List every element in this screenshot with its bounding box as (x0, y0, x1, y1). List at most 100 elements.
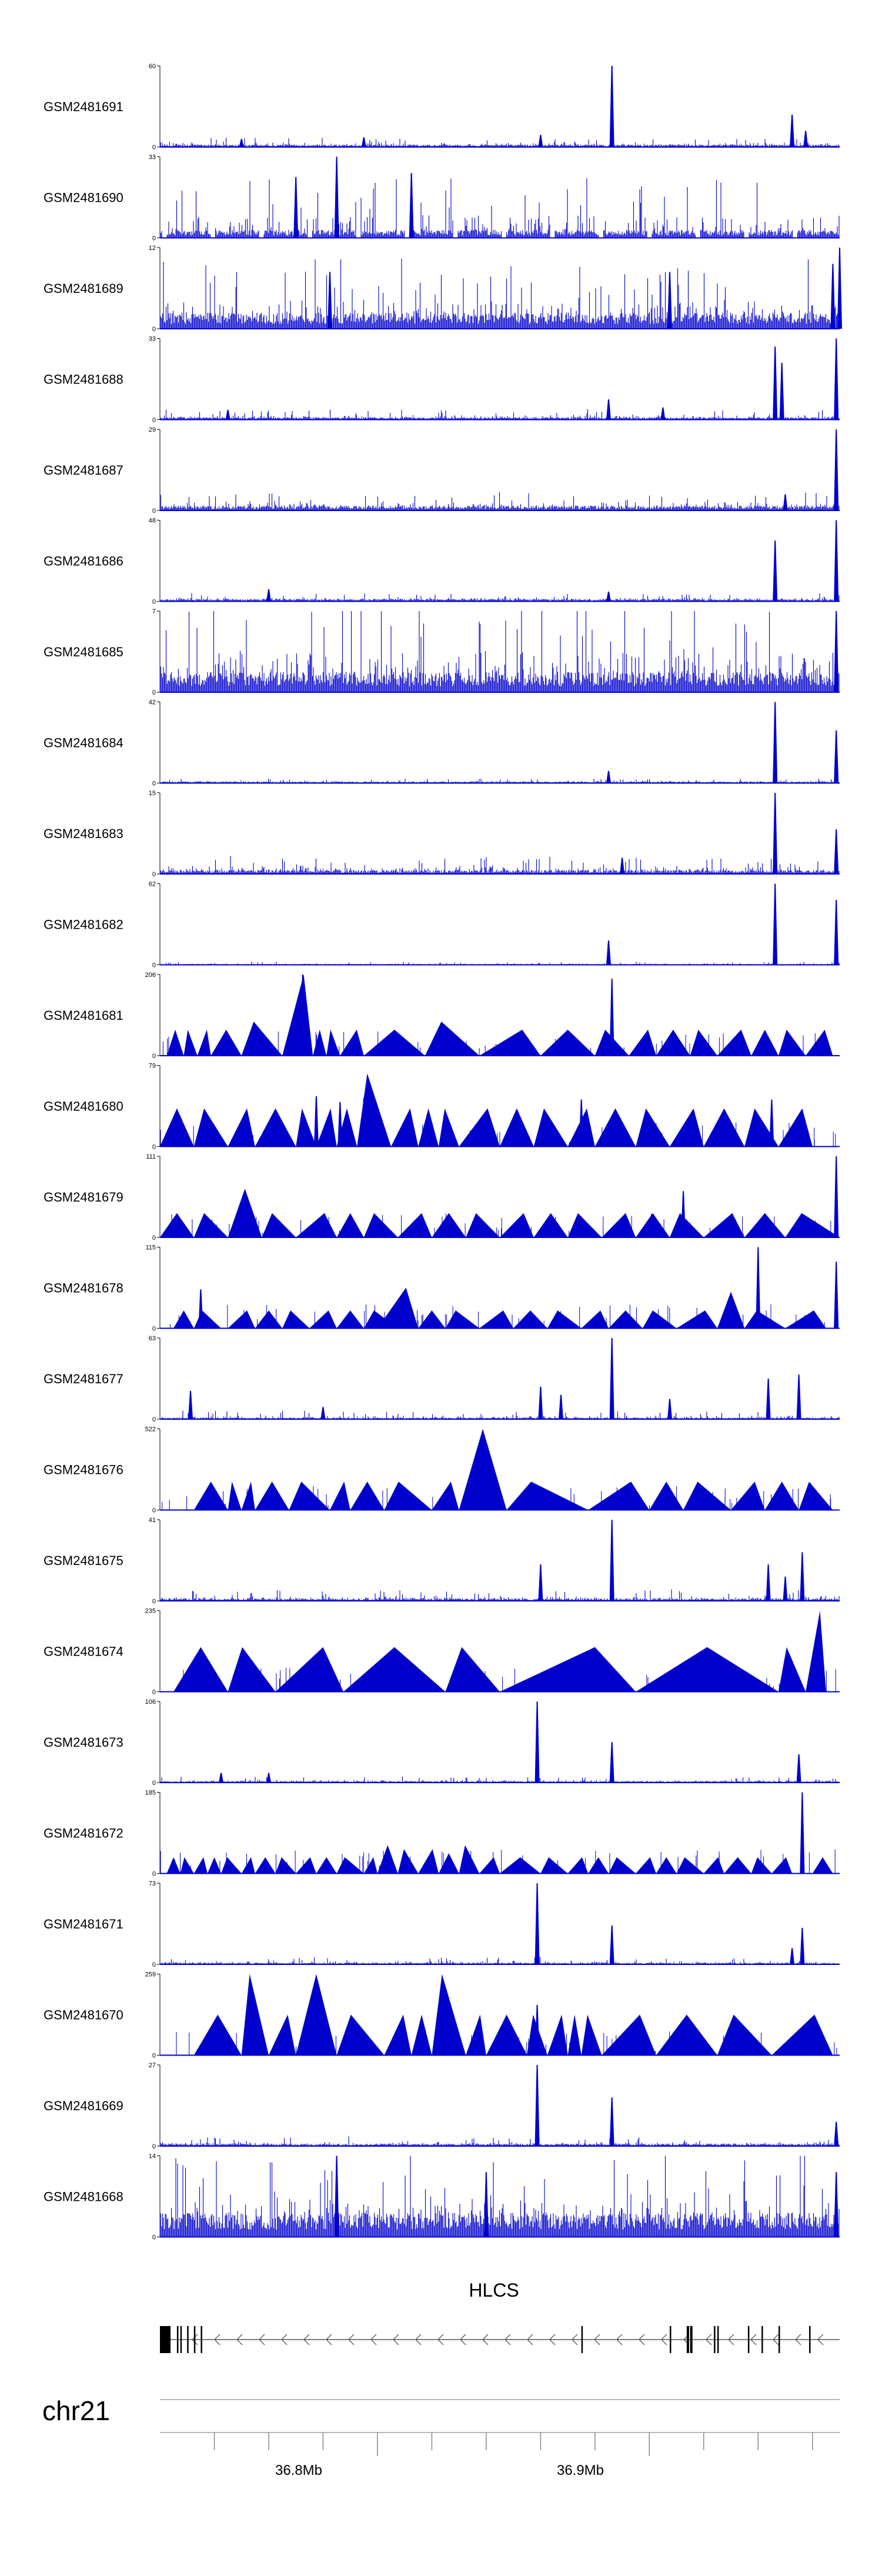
track-gsm2481688: GSM2481688 33 0 (44, 336, 840, 424)
sample-label: GSM2481689 (44, 281, 123, 296)
track-gsm2481685: GSM2481685 7 0 (44, 608, 840, 696)
coverage-peak (606, 591, 611, 602)
sample-label: GSM2481682 (44, 917, 123, 932)
track-gsm2481671: GSM2481671 73 0 (44, 1880, 840, 1968)
coverage-triangle (724, 1857, 751, 1874)
exon-block (670, 2326, 671, 2353)
coverage-peak (534, 1883, 540, 1964)
coverage-triangle (336, 1310, 364, 1329)
coverage-peak (681, 1191, 686, 1237)
coverage-triangle (500, 1647, 636, 1692)
sample-label: GSM2481677 (44, 1372, 123, 1386)
tick-label-36-8mb: 36.8Mb (275, 2462, 322, 2478)
coverage-triangle (241, 1481, 255, 1510)
coverage-triangle (384, 2014, 412, 2056)
y-min-label: 0 (152, 1871, 156, 1878)
coverage-triangle (466, 1213, 500, 1237)
coverage-triangle (459, 1845, 480, 1874)
y-min-label: 0 (152, 235, 156, 242)
coverage-triangle (806, 1029, 833, 1056)
coverage-peak (796, 1754, 801, 1783)
coverage-spikes (162, 1486, 831, 1510)
coverage-peak (538, 1564, 543, 1601)
gene-track: HLCS (160, 2280, 840, 2353)
y-min-label: 0 (152, 1689, 156, 1696)
coverage-triangle (588, 1857, 609, 1874)
coverage-triangle (656, 1857, 677, 1874)
coverage-triangle (221, 1857, 242, 1874)
coverage-peak (609, 2097, 614, 2146)
coverage-triangle (228, 1189, 262, 1237)
coverage-peak (790, 114, 795, 147)
coverage-triangle (500, 1857, 541, 1874)
coverage-triangle (670, 1108, 704, 1147)
coverage-triangle (313, 1029, 327, 1056)
coverage-peak (320, 1407, 326, 1419)
coverage-triangle (717, 2014, 772, 2056)
sample-label: GSM2481673 (44, 1735, 123, 1750)
track-gsm2481668: GSM2481668 14 0 (44, 2153, 840, 2241)
track-gsm2481675: GSM2481675 41 0 (44, 1517, 840, 1605)
coverage-peak (830, 263, 836, 329)
coverage-triangle (289, 1481, 330, 1510)
coverage-triangle (397, 1213, 432, 1237)
coverage-triangle (690, 1029, 717, 1056)
coverage-triangle (255, 1481, 289, 1510)
coverage-triangle (197, 1029, 211, 1056)
coverage-triangle (609, 1310, 643, 1329)
coverage-triangle (296, 1857, 316, 1874)
coverage-triangle (445, 1647, 500, 1692)
sample-label: GSM2481680 (44, 1099, 123, 1114)
coverage-peak (834, 1156, 839, 1237)
coverage-triangle (228, 1310, 255, 1329)
exon-block (201, 2326, 202, 2353)
coverage-tracks: GSM2481691600GSM2481690330GSM2481689120G… (44, 63, 842, 2241)
track-gsm2481680: GSM2481680 79 0 (44, 1063, 840, 1151)
coverage-triangle (533, 1213, 568, 1237)
y-min-label: 0 (152, 2143, 156, 2150)
coverage-peak (796, 1374, 801, 1419)
track-gsm2481683: GSM2481683 15 0 (44, 790, 840, 878)
track-gsm2481684: GSM2481684 42 0 (44, 699, 840, 788)
coverage-triangle (160, 1108, 194, 1147)
y-max-label: 12 (149, 245, 156, 252)
coverage-peak (609, 1520, 614, 1601)
y-min-label: 0 (152, 1507, 156, 1514)
coverage-triangle (377, 1287, 419, 1329)
y-max-label: 63 (149, 1335, 156, 1342)
coverage-triangle (567, 1213, 602, 1237)
y-max-label: 29 (149, 426, 156, 433)
coverage-peak (609, 66, 614, 147)
coverage-spikes (183, 1667, 836, 1692)
coverage-triangle (269, 2014, 296, 2056)
coverage-triangle (296, 1108, 316, 1147)
coverage-triangle (642, 1310, 677, 1329)
coverage-peak (534, 2004, 540, 2056)
y-min-label: 0 (152, 1598, 156, 1605)
coverage-peak (559, 1394, 563, 1419)
y-max-label: 62 (149, 881, 156, 888)
coverage-triangle (506, 1481, 589, 1510)
coverage-peak (239, 139, 244, 147)
coverage-peak (800, 1792, 805, 1874)
track-gsm2481676: GSM2481676 522 0 (44, 1426, 840, 1514)
y-min-label: 0 (152, 689, 156, 696)
coverage-peak (266, 1773, 271, 1783)
coverage-peak (609, 978, 614, 1056)
coverage-triangle (397, 1849, 419, 1874)
coverage-triangle (751, 1029, 779, 1056)
sample-label: GSM2481668 (44, 2190, 123, 2204)
coverage-triangle (459, 1429, 507, 1510)
exon-block (187, 2326, 189, 2353)
exon-block (714, 2326, 716, 2353)
axis-ticks (213, 2432, 813, 2456)
coverage-triangle (717, 1292, 745, 1329)
coverage-triangle (336, 2014, 385, 2056)
exon-block (686, 2326, 689, 2353)
coverage-peak (783, 1576, 788, 1601)
coverage-triangle (207, 1857, 221, 1874)
exon-block (761, 2326, 763, 2353)
coverage-triangle (173, 1310, 194, 1329)
coverage-peak (803, 131, 808, 147)
coverage-signal (159, 138, 840, 147)
